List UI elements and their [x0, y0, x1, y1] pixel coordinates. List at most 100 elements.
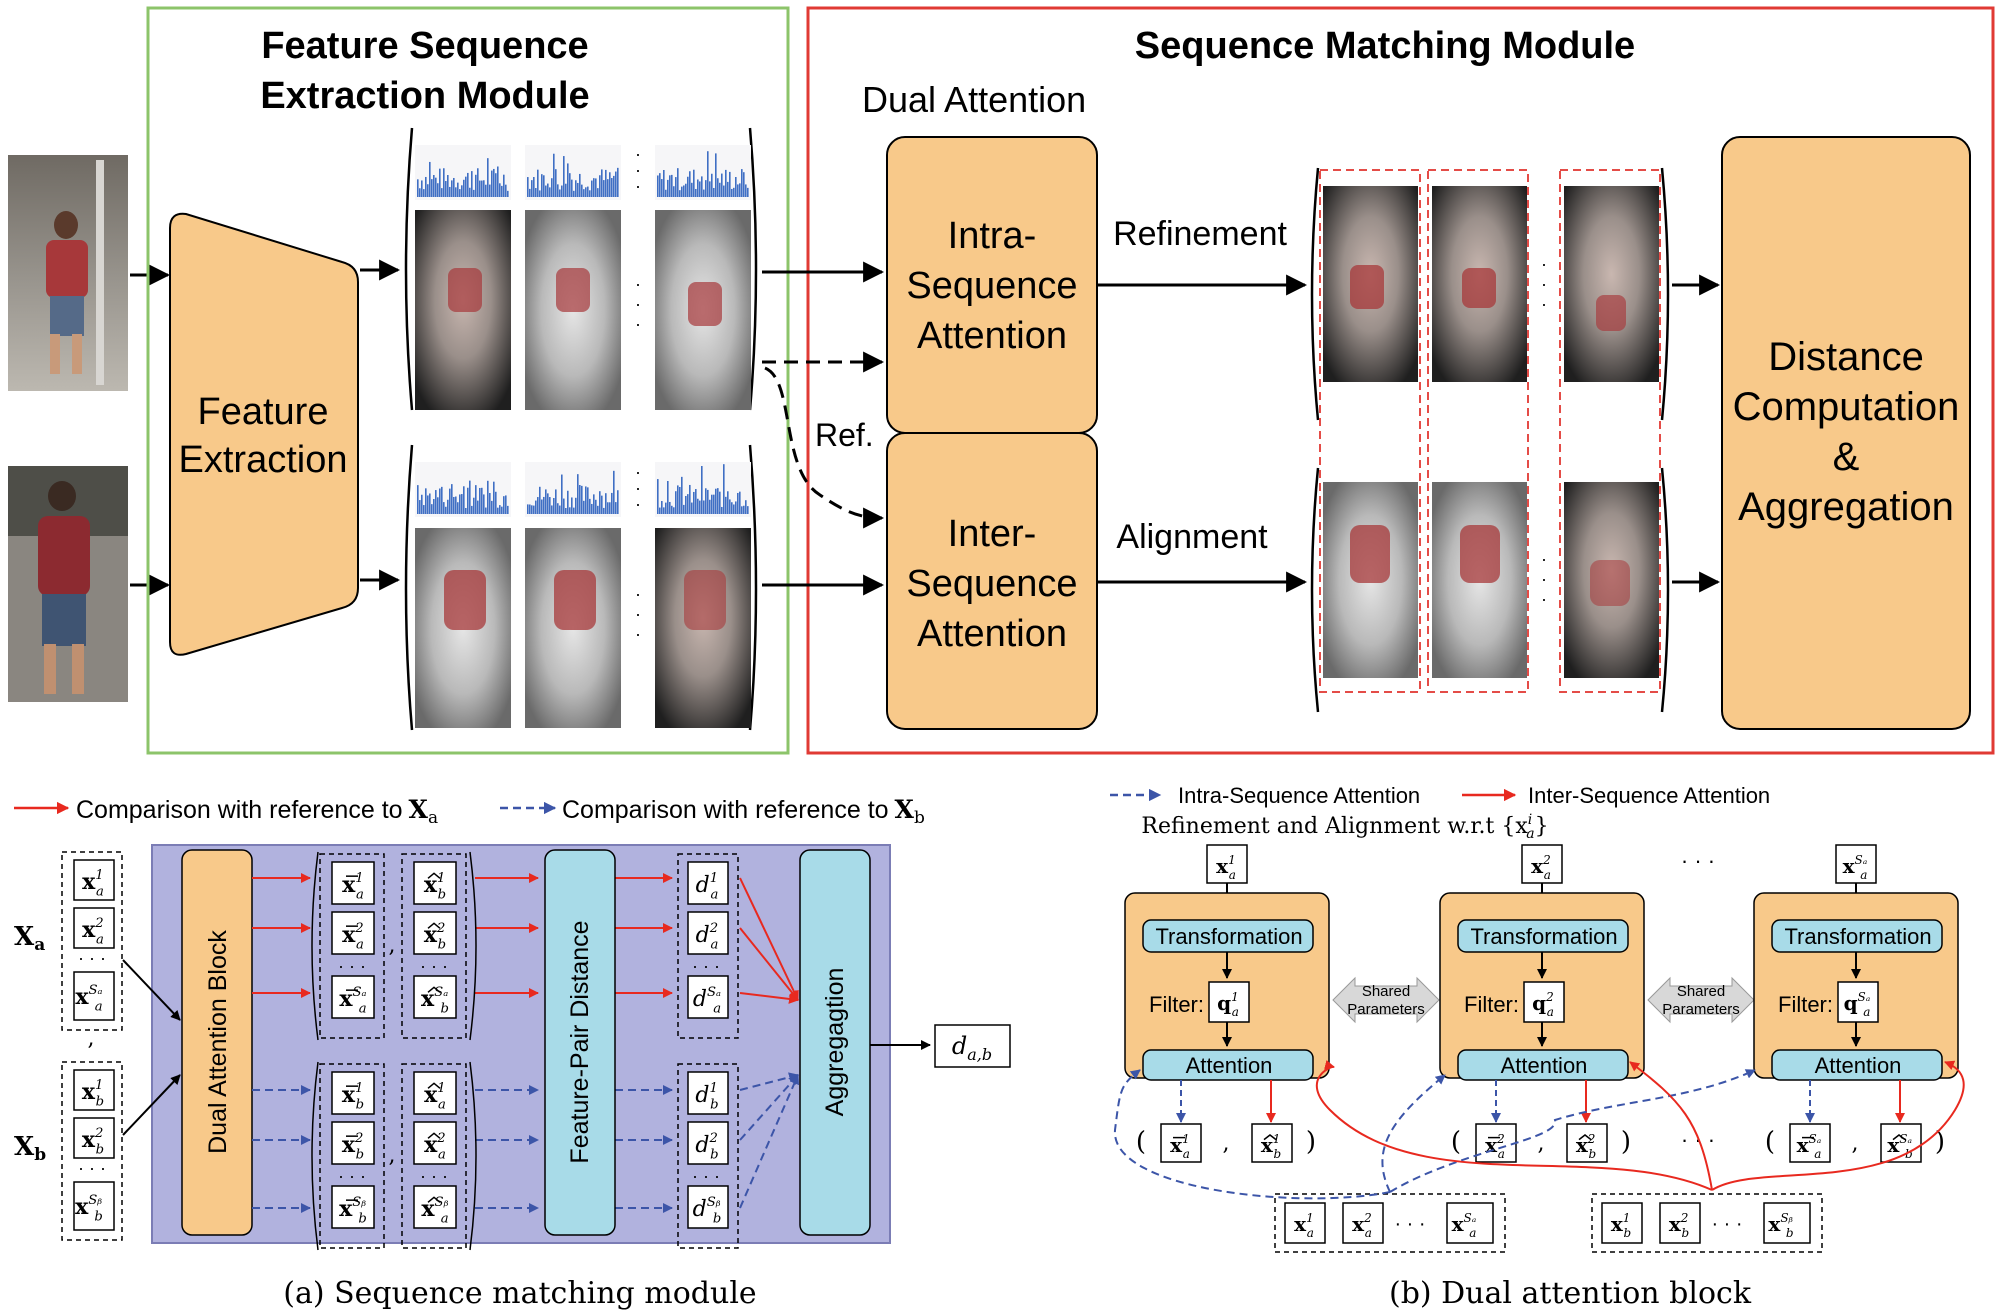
histogram-bar — [589, 190, 591, 197]
math-label: xSₐ a — [1797, 1132, 1822, 1161]
feature-extraction-block — [169, 212, 359, 656]
paren-close: ) — [1306, 1127, 1316, 1157]
histogram-bar — [557, 184, 559, 197]
histogram-bar — [591, 180, 593, 197]
histogram-bar — [433, 499, 435, 514]
horizontal-dots: · · · — [1394, 1213, 1425, 1235]
histogram-bar — [481, 487, 483, 514]
histogram-bar — [707, 151, 709, 197]
sequence-matching-diagram: Comparison with reference to Xa Compariso… — [14, 795, 1011, 1311]
dual-attention-block-diagram: Intra-Sequence Attention Inter-Sequence … — [1110, 783, 1965, 1311]
histogram-bar — [443, 502, 445, 514]
xa-xb-comma: , — [88, 1026, 95, 1051]
histogram-bar — [691, 502, 693, 514]
histogram-bar — [485, 507, 487, 514]
histogram-bar — [493, 168, 495, 197]
vertical-dots: · · · — [420, 956, 448, 976]
histogram-bar — [719, 491, 721, 514]
histogram-bar — [531, 180, 533, 197]
refined-sequences: · · · · · · — [1310, 167, 1670, 713]
caption-b: (b) Dual attention block — [1389, 1276, 1752, 1311]
histogram-bar — [571, 497, 573, 514]
histogram-bar — [587, 487, 589, 514]
histogram-bar — [541, 174, 543, 197]
math-label: x2 a — [1531, 853, 1551, 882]
histogram-bar — [421, 494, 423, 514]
feature-symbol: qSₐ a — [1844, 990, 1871, 1019]
histogram-bar — [701, 176, 703, 197]
histogram-bar — [663, 507, 665, 514]
histogram-bar — [493, 481, 495, 514]
histogram-bar — [721, 506, 723, 514]
histogram-bar — [739, 491, 741, 514]
feature-symbol: dSᵦ b — [693, 1195, 722, 1227]
histogram-bar — [423, 505, 425, 514]
histogram-bar — [617, 490, 619, 514]
histogram-bar — [721, 173, 723, 197]
pair-comma: , — [389, 1143, 396, 1168]
paren-open: ( — [1136, 1127, 1146, 1157]
comma: , — [1538, 1131, 1545, 1156]
blue-agg-arrow — [739, 1074, 799, 1141]
histogram-bar — [685, 495, 687, 514]
vertical-dots: · · · — [338, 956, 366, 976]
histogram-bar — [673, 507, 675, 514]
histogram-bar — [737, 492, 739, 514]
histogram-bar — [729, 499, 731, 514]
math-label: x2 a — [342, 921, 364, 953]
histogram-bar — [581, 485, 583, 514]
histogram-bar — [585, 187, 587, 197]
out-box — [1566, 1123, 1608, 1163]
histogram-bar — [695, 188, 697, 197]
red-arrows-dab — [252, 873, 673, 998]
histogram-bar — [665, 189, 667, 197]
filter-box — [1837, 981, 1879, 1023]
dashed-group-box — [319, 853, 385, 1039]
histogram-bar — [529, 504, 531, 514]
fse-title-line2: Extraction Module — [260, 75, 589, 117]
histogram-bar — [553, 498, 555, 514]
attention-box — [1771, 1049, 1943, 1081]
histogram-bar — [537, 169, 539, 197]
ref-label: Ref. — [815, 417, 874, 453]
histogram-bar — [607, 179, 609, 197]
svg-text:·: · — [635, 294, 641, 314]
histogram-bar — [439, 168, 441, 197]
math-label: x1 a — [1294, 1211, 1314, 1240]
math-label: xSᵦ a — [421, 1195, 448, 1227]
histogram-bar — [739, 183, 741, 197]
histogram-bar — [527, 177, 529, 197]
attention-box — [1457, 1049, 1629, 1081]
feature-symbol: x1 b — [1261, 1132, 1281, 1161]
out-box — [1789, 1123, 1831, 1163]
svg-text:·: · — [1541, 589, 1547, 609]
histogram-bar — [743, 172, 745, 197]
feature-symbol: x1 b — [1611, 1211, 1631, 1240]
vertical-dots: · · · — [78, 948, 106, 968]
histogram-bar — [419, 500, 421, 514]
feature-sequence-b: · · · · · · — [404, 444, 758, 731]
vertical-dots: · · · — [78, 1158, 106, 1178]
histogram-bar — [559, 505, 561, 514]
symbol-box — [687, 911, 729, 955]
symbol-box — [1342, 1202, 1384, 1244]
intra-feedback-1 — [1113, 1069, 1391, 1200]
symbol-box — [413, 975, 457, 1019]
histogram-bar — [715, 488, 717, 514]
histogram-bar — [725, 169, 727, 197]
inter-feedback-3 — [1711, 1060, 1965, 1191]
histogram-bar — [463, 179, 465, 197]
histogram-bar — [747, 506, 749, 514]
feature-symbol: dSₐ a — [693, 985, 721, 1017]
feature-symbol: x2 a — [342, 921, 364, 953]
shared-label-2: Parameters — [1662, 1001, 1740, 1018]
histogram-bar — [583, 189, 585, 197]
refinement-label: Refinement — [1113, 215, 1287, 253]
feature-symbol: x2 a — [82, 916, 104, 948]
bracket — [311, 1061, 319, 1251]
comma: , — [1852, 1131, 1859, 1156]
histogram-bar — [451, 484, 453, 514]
histogram-bar — [683, 185, 685, 197]
histogram-bar — [559, 189, 561, 197]
math-label: xSₐ a — [1843, 853, 1868, 882]
